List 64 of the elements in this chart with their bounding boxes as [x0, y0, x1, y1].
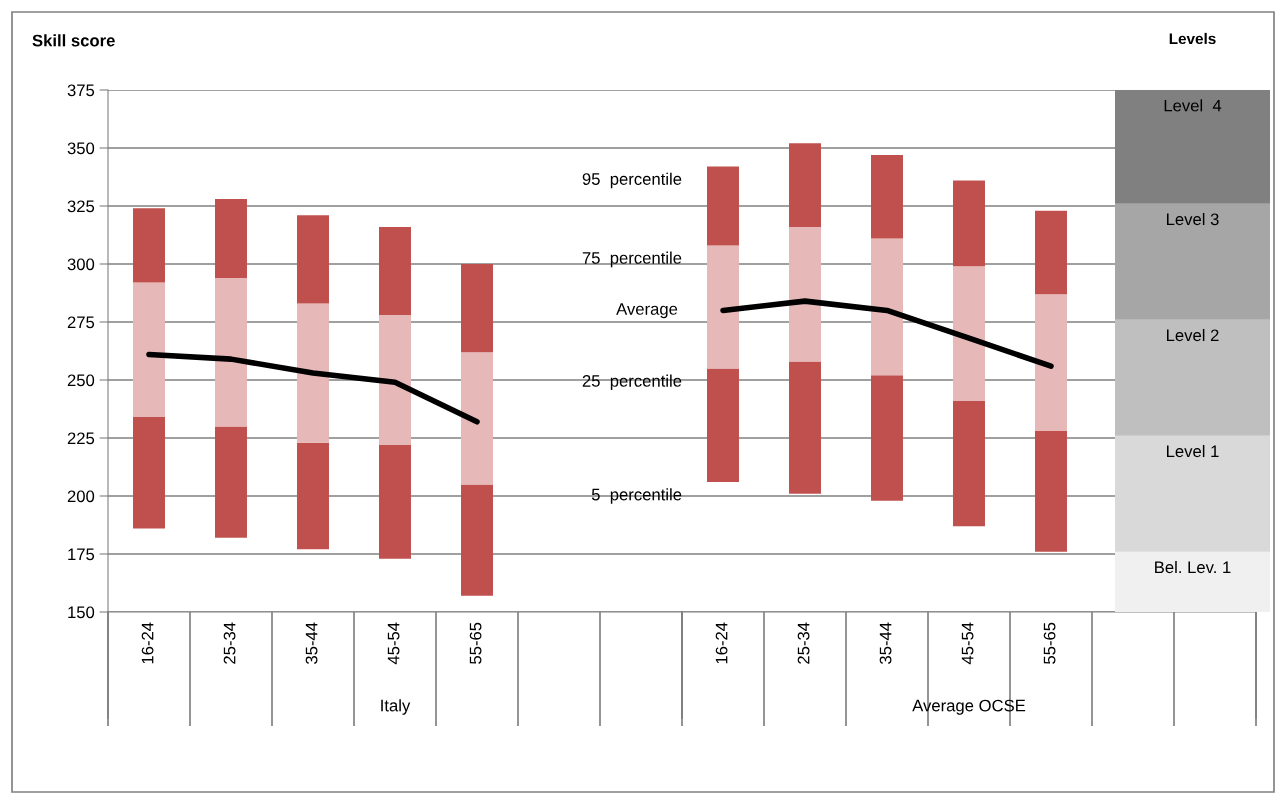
- y-tick-label: 350: [67, 142, 95, 155]
- y-tick-label: 150: [68, 606, 95, 619]
- annotation: 25 percentile: [582, 374, 682, 391]
- text: Levels: [1169, 32, 1216, 45]
- bar: [297, 215, 329, 304]
- bar: [1035, 431, 1067, 552]
- x-tick-label: 35-44: [879, 622, 892, 664]
- bar: [1035, 294, 1067, 432]
- bar: [215, 426, 247, 538]
- y-tick-label: 375: [67, 84, 95, 97]
- y-tick-label: 325: [67, 200, 95, 213]
- annotation: 5 percentile: [591, 488, 682, 504]
- bar: [871, 238, 903, 376]
- x-tick-label: 25-34: [797, 622, 810, 664]
- bar: [707, 166, 739, 246]
- bar: [379, 226, 411, 316]
- x-tick-label: 16-24: [715, 622, 728, 664]
- annotation: Average: [616, 303, 678, 319]
- bar: [297, 442, 329, 550]
- y-tick-label: 250: [67, 374, 95, 387]
- bar: [871, 154, 903, 239]
- y-tick-label: 300: [67, 258, 95, 271]
- band-label: Level 4: [1164, 99, 1222, 112]
- x-tick-label: 35-44: [305, 622, 318, 664]
- x-tick-label: 55-65: [1043, 622, 1056, 664]
- bar: [871, 375, 903, 501]
- annotation: 75 percentile: [582, 251, 682, 268]
- bar: [215, 277, 247, 427]
- text: Average OCSE: [912, 699, 1026, 715]
- y-axis-title: Skill score: [32, 34, 115, 47]
- y-tick-label: 175: [68, 548, 95, 561]
- bar: [297, 303, 329, 443]
- bar: [461, 264, 493, 353]
- bar: [461, 352, 493, 485]
- bar: [707, 368, 739, 483]
- x-tick-label: 45-54: [387, 622, 400, 665]
- bar: [953, 180, 985, 267]
- band-label: Level 1: [1167, 444, 1219, 458]
- bar: [461, 484, 493, 596]
- bar: [789, 143, 821, 227]
- y-tick-label: 200: [67, 490, 95, 503]
- bar: [215, 199, 247, 278]
- bar: [789, 226, 821, 362]
- x-tick-label: 45-54: [961, 622, 974, 665]
- band-label: Level 3: [1167, 212, 1219, 226]
- bar: [953, 266, 985, 401]
- bar: [379, 315, 411, 445]
- band-label: Level 2: [1167, 328, 1219, 342]
- bar: [1035, 210, 1067, 295]
- bar: [133, 208, 165, 283]
- bar: [133, 417, 165, 529]
- x-tick-label: 16-24: [141, 622, 154, 664]
- y-tick-label: 275: [67, 316, 95, 329]
- y-tick-label: 225: [67, 432, 95, 445]
- x-tick-label: 55-65: [469, 622, 482, 664]
- bar: [789, 361, 821, 494]
- bar: [953, 400, 985, 527]
- bar: [133, 282, 165, 418]
- x-tick-label: 25-34: [223, 622, 236, 664]
- text: Italy: [381, 699, 411, 715]
- annotation: 95 percentile: [582, 172, 682, 189]
- bar: [379, 444, 411, 559]
- band-label: Bel. Lev. 1: [1155, 560, 1231, 574]
- bar: [707, 245, 739, 369]
